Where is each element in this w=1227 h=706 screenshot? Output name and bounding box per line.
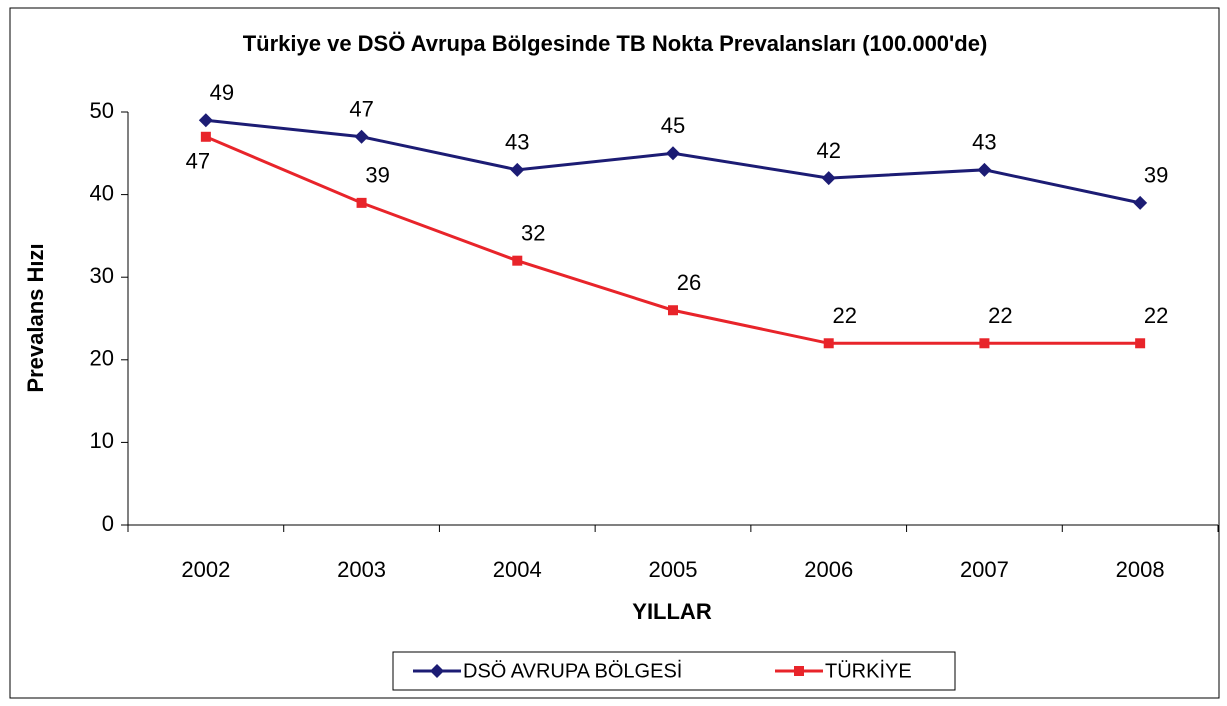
point: [1135, 338, 1146, 349]
chart-border: [9, 7, 1220, 699]
x-tick-label: 2004: [493, 557, 542, 582]
point: [354, 129, 369, 144]
data-label: 22: [832, 303, 856, 328]
data-label: 26: [677, 270, 701, 295]
data-label: 32: [521, 220, 545, 245]
x-tick-label: 2005: [649, 557, 698, 582]
y-axis-label: Prevalans Hızı: [23, 243, 48, 392]
data-label: 42: [816, 138, 840, 163]
point: [668, 305, 678, 316]
point: [510, 162, 525, 177]
data-label: 47: [349, 97, 373, 122]
x-tick-label: 2002: [181, 557, 230, 582]
point: [823, 338, 834, 349]
legend-box: [392, 651, 956, 691]
data-label: 49: [210, 80, 234, 105]
legend-marker: [794, 666, 804, 676]
data-label: 22: [988, 303, 1012, 328]
point: [512, 255, 523, 266]
x-tick-label: 2003: [337, 557, 386, 582]
data-label: 43: [972, 130, 996, 155]
point: [977, 162, 992, 177]
y-tick-label: 30: [90, 263, 114, 288]
point: [200, 131, 211, 142]
x-tick-label: 2008: [1116, 557, 1165, 582]
x-tick-label: 2006: [804, 557, 853, 582]
point: [198, 113, 213, 128]
data-label: 39: [365, 163, 389, 188]
data-label: 45: [661, 113, 685, 138]
x-axis-label: YILLAR: [632, 599, 712, 624]
chart-title: Türkiye ve DSÖ Avrupa Bölgesinde TB Nokt…: [243, 31, 988, 56]
data-label: 22: [1144, 303, 1168, 328]
point: [821, 171, 836, 186]
legend-label: DSÖ AVRUPA BÖLGESİ: [463, 659, 682, 682]
y-tick-label: 40: [90, 180, 114, 205]
point: [979, 338, 990, 349]
legend-label: TÜRKİYE: [825, 659, 912, 682]
point: [356, 197, 367, 208]
x-tick-label: 2007: [960, 557, 1009, 582]
point: [666, 146, 680, 161]
y-tick-label: 20: [90, 346, 114, 371]
y-tick-label: 0: [102, 511, 114, 536]
y-tick-label: 10: [90, 428, 114, 453]
point: [1133, 195, 1148, 210]
legend-marker: [430, 664, 444, 678]
data-label: 39: [1144, 163, 1168, 188]
y-tick-label: 50: [90, 98, 114, 123]
data-label: 47: [186, 149, 210, 174]
data-label: 43: [505, 130, 529, 155]
